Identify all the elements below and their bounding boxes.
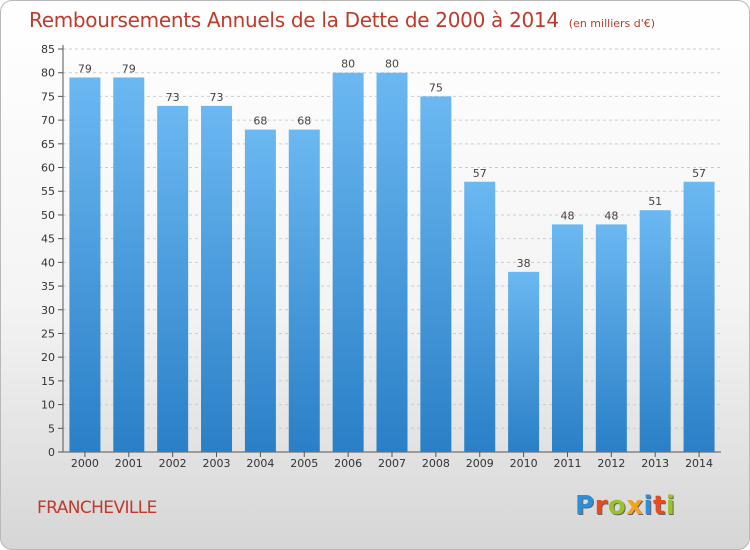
bar <box>113 77 145 453</box>
y-tick-label: 80 <box>41 67 55 80</box>
data-label: 80 <box>341 58 355 71</box>
bar <box>464 181 496 453</box>
brand-letter: o <box>607 491 627 521</box>
x-tick-label: 2001 <box>115 457 143 470</box>
bars <box>69 72 715 453</box>
y-tick-label: 25 <box>41 327 55 340</box>
x-tick-label: 2014 <box>685 457 713 470</box>
x-tick-label: 2000 <box>71 457 99 470</box>
y-tick-label: 60 <box>41 162 55 175</box>
y-tick-label: 50 <box>41 209 55 222</box>
bar <box>420 96 452 452</box>
y-tick-label: 15 <box>41 375 55 388</box>
bar <box>551 224 583 452</box>
x-tick-label: 2005 <box>290 457 318 470</box>
data-label: 68 <box>297 115 311 128</box>
x-tick-label: 2011 <box>553 457 581 470</box>
bar <box>639 210 671 452</box>
bar <box>201 105 233 453</box>
x-tick-label: 2008 <box>422 457 450 470</box>
y-tick-label: 65 <box>41 138 55 151</box>
brand-letter: t <box>652 491 666 521</box>
x-tick-label: 2002 <box>159 457 187 470</box>
brand-letter: P <box>575 491 595 521</box>
y-tick-label: 20 <box>41 351 55 364</box>
data-labels: 79 79 73 73 68 68 80 80 75 57 38 48 48 51 57 <box>78 58 706 270</box>
axes: 0 5 10 15 20 25 30 35 40 45 50 55 60 65 70 75 80 85 2000 20… <box>41 43 721 470</box>
data-label: 38 <box>517 257 531 270</box>
y-tick-label: 55 <box>41 185 55 198</box>
brand-logo[interactable]: Proxiti <box>575 491 675 521</box>
bar <box>69 77 101 453</box>
data-label: 73 <box>210 91 224 104</box>
y-tick-label: 10 <box>41 399 55 412</box>
location-name: FRANCHEVILLE <box>37 498 157 518</box>
bar <box>508 271 540 452</box>
bar <box>595 224 627 452</box>
bar <box>288 129 320 452</box>
x-tick-label: 2003 <box>203 457 231 470</box>
y-tick-label: 5 <box>48 422 55 435</box>
bar <box>332 72 364 453</box>
x-tick-label: 2013 <box>641 457 669 470</box>
y-tick-label: 85 <box>41 43 55 56</box>
y-tick-label: 35 <box>41 280 55 293</box>
y-tick-label: 40 <box>41 256 55 269</box>
bar <box>683 181 715 453</box>
y-tick-label: 0 <box>48 446 55 459</box>
x-tick-label: 2007 <box>378 457 406 470</box>
brand-letter: x <box>626 491 644 521</box>
data-label: 48 <box>604 209 618 222</box>
bar <box>244 129 276 452</box>
unit-note: (en milliers d'€) <box>568 17 656 30</box>
x-tick-label: 2006 <box>334 457 362 470</box>
x-tick-label: 2009 <box>466 457 494 470</box>
y-tick-label: 30 <box>41 304 55 317</box>
chart-title-text: Remboursements Annuels de la Dette de 20… <box>29 8 559 32</box>
data-label: 68 <box>253 115 267 128</box>
data-label: 75 <box>429 81 443 94</box>
data-label: 80 <box>385 58 399 71</box>
brand-letter: i <box>643 491 653 521</box>
bar <box>157 105 189 453</box>
data-label: 73 <box>166 91 180 104</box>
y-tick-label: 45 <box>41 233 55 246</box>
data-label: 79 <box>78 62 92 75</box>
data-label: 79 <box>122 62 136 75</box>
brand-letter: i <box>665 491 676 521</box>
x-tick-label: 2010 <box>510 457 538 470</box>
y-tick-label: 70 <box>41 114 55 127</box>
x-tick-label: 2004 <box>246 457 274 470</box>
data-label: 48 <box>560 209 574 222</box>
chart-title: Remboursements Annuels de la Dette de 20… <box>29 8 655 32</box>
y-tick-label: 75 <box>41 90 55 103</box>
data-label: 57 <box>473 167 487 180</box>
bar <box>376 72 408 453</box>
brand-letter: r <box>594 491 608 521</box>
data-label: 51 <box>648 195 662 208</box>
x-tick-label: 2012 <box>597 457 625 470</box>
data-label: 57 <box>692 167 706 180</box>
